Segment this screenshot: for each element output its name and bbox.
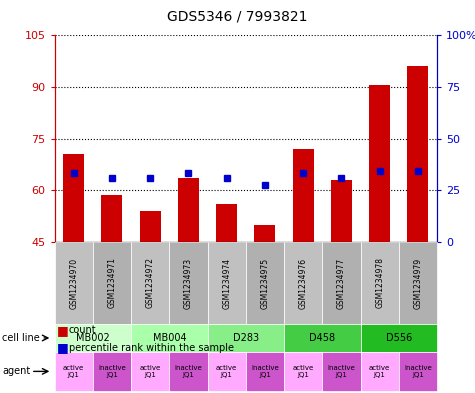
Text: agent: agent [2,366,30,376]
Bar [255,224,276,242]
Text: inactive
JQ1: inactive JQ1 [404,365,432,378]
Text: GSM1234976: GSM1234976 [299,257,308,309]
Text: MB004: MB004 [152,333,186,343]
Text: MB002: MB002 [76,333,110,343]
Text: D458: D458 [309,333,335,343]
Text: active
JQ1: active JQ1 [216,365,238,378]
Bar [216,204,237,242]
Bar [63,154,84,242]
Bar [369,85,390,242]
Text: GSM1234973: GSM1234973 [184,257,193,309]
Text: GDS5346 / 7993821: GDS5346 / 7993821 [167,10,308,24]
Bar [178,178,199,242]
Bar [331,180,352,242]
Text: inactive
JQ1: inactive JQ1 [98,365,126,378]
Bar [408,66,428,242]
Text: active
JQ1: active JQ1 [140,365,161,378]
Text: active
JQ1: active JQ1 [293,365,314,378]
Text: cell line: cell line [2,333,40,343]
Bar [102,195,123,242]
Text: GSM1234978: GSM1234978 [375,257,384,309]
Text: GSM1234974: GSM1234974 [222,257,231,309]
Text: GSM1234979: GSM1234979 [413,257,422,309]
Text: active
JQ1: active JQ1 [369,365,390,378]
Text: ■: ■ [57,341,69,354]
Text: GSM1234971: GSM1234971 [107,257,116,309]
Text: D556: D556 [386,333,412,343]
Text: ■: ■ [57,323,69,337]
Text: inactive
JQ1: inactive JQ1 [328,365,355,378]
Text: active
JQ1: active JQ1 [63,365,85,378]
Text: count: count [69,325,96,335]
Text: GSM1234970: GSM1234970 [69,257,78,309]
Text: D283: D283 [233,333,259,343]
Text: GSM1234972: GSM1234972 [146,257,155,309]
Bar [140,211,161,242]
Text: GSM1234975: GSM1234975 [260,257,269,309]
Text: GSM1234977: GSM1234977 [337,257,346,309]
Text: inactive
JQ1: inactive JQ1 [251,365,279,378]
Text: inactive
JQ1: inactive JQ1 [175,365,202,378]
Bar [293,149,314,242]
Text: percentile rank within the sample: percentile rank within the sample [69,343,234,353]
